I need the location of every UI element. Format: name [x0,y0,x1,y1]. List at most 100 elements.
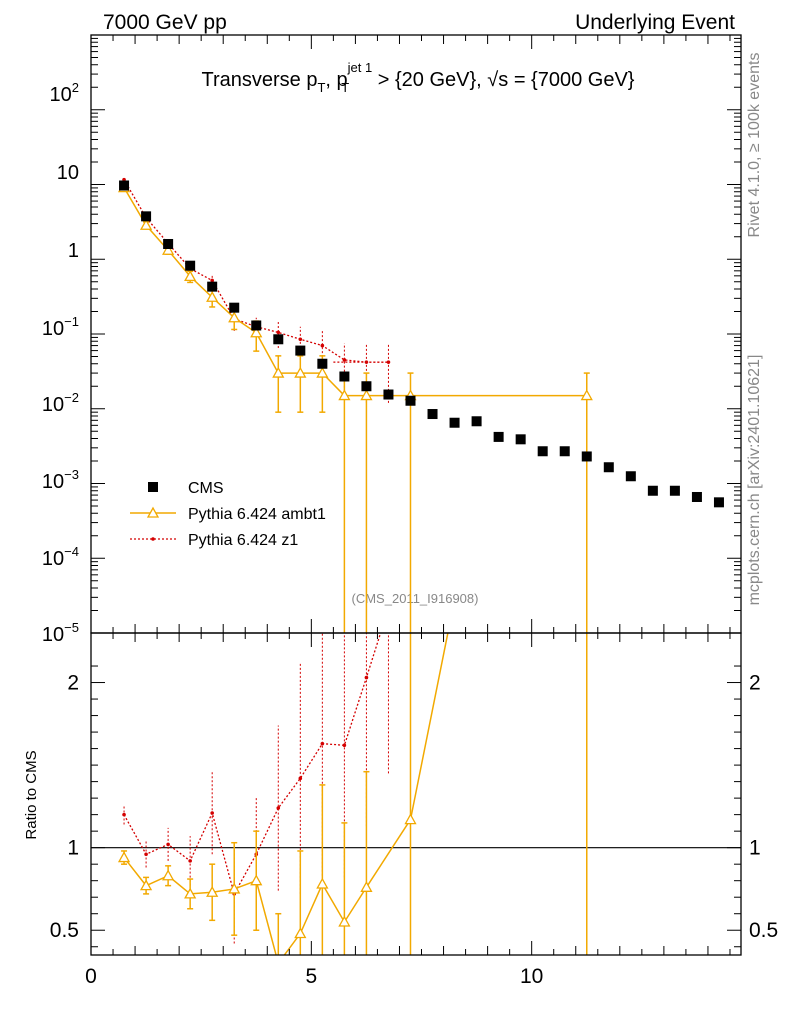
ambt1-ratio-point [338,915,351,927]
cms-data-point [207,281,218,292]
ambt1-main-point [250,326,263,338]
ambt1-ratio-point [206,885,219,897]
ambt1-main-point [338,389,351,401]
title-main: Transverse p [202,69,318,91]
xtick-label: 10 [520,965,543,988]
ambt1-ratio-point [273,958,283,967]
ytick-label-1em1: 10−1 [42,314,79,340]
ratio-ytick-label-right: 1 [749,837,761,860]
z1-ratio-point [298,776,303,781]
cms-data-point [251,320,262,331]
ambt1-ratio-point [139,879,153,891]
title-rest: > {20 GeV}, √s = {7000 GeV} [372,69,635,91]
legend-ambt1-marker [146,506,160,518]
cms-data-point [119,180,130,191]
analysis-watermark: (CMS_2011_I916908) [352,591,479,606]
cms-data-point [295,345,306,356]
legend-label-1: Pythia 6.424 ambt1 [188,506,326,523]
ambt1-ratio-point [117,851,131,863]
title-mid: , p [325,69,347,91]
xtick-label: 5 [305,965,317,988]
z1-ratio-point [342,743,347,748]
ambt1-main-point [294,366,307,378]
cms-data-point [537,446,548,457]
z1-main-point [386,360,391,364]
cms-data-point [515,434,526,445]
ambt1-main-point [139,218,153,230]
ambt1-main-point [272,366,285,378]
ambt1-main-point [184,270,197,282]
ratio-ytick-label-left: 0.5 [50,919,79,942]
cms-data-point [471,416,482,427]
z1-ratio-point [210,811,214,815]
cms-data-point [559,446,570,457]
z1-ratio-point [276,806,281,810]
legend-label-0: CMS [188,480,224,497]
title-sup2: jet 1 [347,60,373,75]
main-ytick-labels: 102 10 1 10−1 10−2 10−3 10−4 10−5 [42,80,79,646]
ytick-label-1em4: 10−4 [42,544,79,570]
header-right: Underlying Event [575,11,735,34]
z1-ratio-point [188,859,192,863]
z1-main-point [276,330,281,335]
ratio-frame [90,632,742,956]
ambt1-ratio-point [360,880,373,892]
ambt1-ratio-point [316,877,329,889]
legend: CMS Pythia 6.424 ambt1 Pythia 6.424 z1 [130,480,326,549]
cms-data-point [383,389,394,400]
cms-data-point [141,211,152,222]
legend-cms-marker [148,482,158,492]
main-plot-area [117,177,724,633]
ambt1-ratio-point [184,887,197,899]
cms-data-point [405,395,416,406]
z1-ratio-point [122,812,126,817]
ratio-ytick-label-left: 1 [67,837,79,860]
legend-z1-marker [151,537,155,541]
cms-data-point [669,485,680,496]
ambt1-ratio-point [404,813,417,825]
legend-label-2: Pythia 6.424 z1 [188,532,298,549]
ambt1-ratio-point [228,882,241,894]
ambt1-main-point [360,389,373,401]
cms-data-point [427,409,438,420]
ytick-label-1em2: 10−2 [42,390,79,416]
ytick-label-1em3: 10−3 [42,467,79,493]
cms-data-point [647,485,658,496]
cms-data-point [317,358,328,369]
z1-main-point [210,278,214,283]
ytick-label-1em5: 10−5 [42,620,79,646]
ambt1-main-point [316,366,329,378]
cms-data-point [691,491,702,502]
xtick-label: 0 [85,965,97,988]
ambt1-ratio-point [294,927,307,939]
ambt1-main-point [580,389,593,401]
ambt1-ratio-point [162,869,175,881]
z1-ratio-point [387,606,391,610]
cms-data-point [625,471,636,482]
z1-main-point [298,337,303,342]
z1-main-point [342,358,347,362]
cms-data-point [229,302,240,313]
ratio-ytick-label-right: 0.5 [749,919,778,942]
cms-data-point [581,451,592,462]
mcplots-label: mcplots.cern.ch [arXiv:2401.10621] [746,355,763,606]
cms-data-point [713,497,724,508]
ratio-ylabel: Ratio to CMS [23,750,40,839]
cms-data-point [273,334,284,345]
cms-data-point [361,381,372,392]
ratio-plot-area [91,606,741,967]
ambt1-main-point [162,243,175,255]
title-sub2: T [341,80,349,95]
header-left: 7000 GeV pp [103,11,227,34]
cms-data-point [339,371,350,382]
title-sub1: T [317,80,325,95]
rivet-label: Rivet 4.1.0, ≥ 100k events [746,53,763,238]
z1-ratio-point [364,675,369,680]
ytick-label-1e2: 102 [50,80,79,106]
ambt1-ratio-point [250,874,263,886]
ratio-ytick-label-left: 2 [67,672,79,695]
axes-frames: 0 5 10 0.5 0.5 1 1 2 2 [50,34,778,988]
ambt1-main-line [123,187,587,397]
